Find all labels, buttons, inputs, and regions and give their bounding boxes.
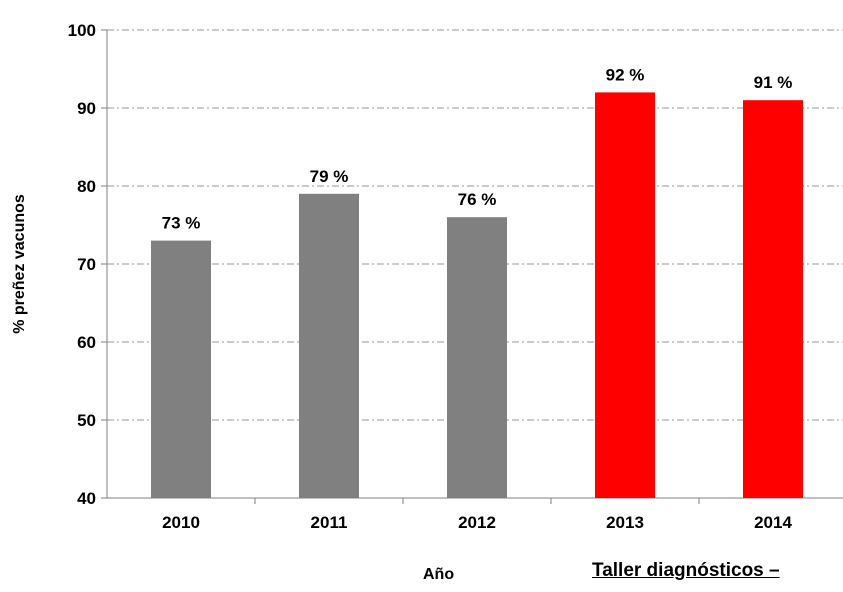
bar-2013 xyxy=(595,92,655,499)
y-tick-label: 90 xyxy=(77,99,96,118)
x-tick-label-2014: 2014 xyxy=(754,513,792,532)
y-tick-label: 50 xyxy=(77,411,96,430)
bar-2014 xyxy=(743,100,803,498)
data-label-2010: 73 % xyxy=(162,214,201,233)
x-tick-label-2010: 2010 xyxy=(162,513,200,532)
y-tick-label: 60 xyxy=(77,333,96,352)
data-label-2012: 76 % xyxy=(458,190,497,209)
data-label-2011: 79 % xyxy=(310,167,349,186)
bar-2011 xyxy=(299,193,359,499)
y-tick-label: 70 xyxy=(77,255,96,274)
y-tick-label: 80 xyxy=(77,177,96,196)
x-tick-label-2013: 2013 xyxy=(606,513,644,532)
data-label-2013: 92 % xyxy=(606,65,645,84)
bar-2010 xyxy=(151,240,211,498)
y-tick-label: 100 xyxy=(68,21,96,40)
y-axis-title: % preñez vacunos xyxy=(11,194,28,334)
footer-link: Taller diagnósticos – xyxy=(592,560,780,581)
bar-2012 xyxy=(447,217,507,498)
x-axis-title: Año xyxy=(423,566,455,583)
y-tick-label: 40 xyxy=(77,489,96,508)
x-tick-label-2011: 2011 xyxy=(311,513,348,532)
x-tick-label-2012: 2012 xyxy=(458,513,496,532)
data-label-2014: 91 % xyxy=(754,73,793,92)
